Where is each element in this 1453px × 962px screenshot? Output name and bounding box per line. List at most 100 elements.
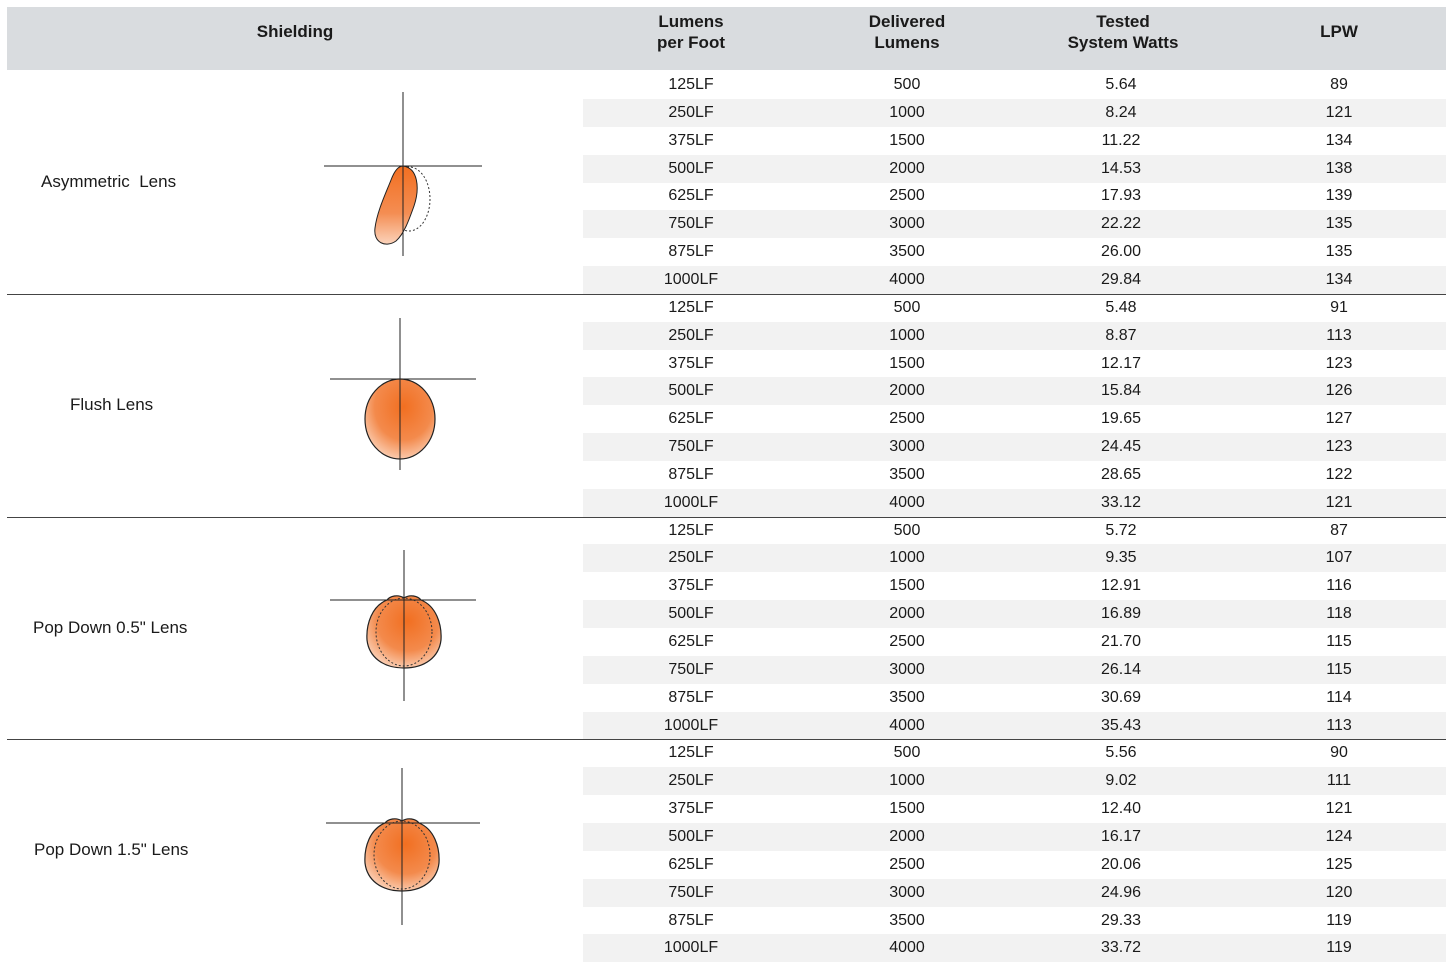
table-row-stripe — [583, 266, 1446, 294]
cell-delivered-lumens: 4000 — [889, 271, 925, 288]
cell-delivered-lumens: 500 — [893, 522, 921, 539]
cell-tested-system-watts: 11.22 — [1101, 132, 1141, 149]
cell-lpw: 119 — [1326, 939, 1352, 956]
cell-delivered-lumens: 1000 — [889, 772, 925, 789]
cell-tested-system-watts: 5.64 — [1105, 76, 1137, 93]
group-divider — [7, 517, 1446, 518]
cell-tested-system-watts: 9.02 — [1105, 772, 1137, 789]
cell-lumens-per-foot: 125LF — [668, 522, 714, 539]
shielding-label: Flush Lens — [70, 395, 154, 414]
cell-lpw: 121 — [1325, 104, 1353, 121]
cell-tested-system-watts: 26.14 — [1100, 661, 1142, 678]
cell-lumens-per-foot: 625LF — [668, 410, 714, 427]
cell-lumens-per-foot: 875LF — [668, 243, 714, 260]
table-row-stripe — [583, 656, 1446, 684]
cell-delivered-lumens: 2000 — [889, 605, 925, 622]
cell-delivered-lumens: 3500 — [889, 243, 925, 260]
group-divider — [7, 294, 1446, 295]
cell-delivered-lumens: 4000 — [889, 717, 925, 734]
cell-lumens-per-foot: 625LF — [668, 856, 714, 873]
cell-lumens-per-foot: 750LF — [668, 438, 714, 455]
cell-delivered-lumens: 3000 — [889, 884, 925, 901]
cell-lumens-per-foot: 500LF — [668, 382, 714, 399]
header-lpw: LPW — [1320, 22, 1358, 41]
cell-lpw: 120 — [1325, 884, 1353, 901]
cell-tested-system-watts: 24.96 — [1100, 884, 1142, 901]
cell-tested-system-watts: 9.35 — [1105, 549, 1137, 566]
cell-lumens-per-foot: 125LF — [668, 299, 714, 316]
cell-lumens-per-foot: 375LF — [668, 800, 714, 817]
table-row-stripe — [583, 210, 1446, 238]
cell-lumens-per-foot: 500LF — [668, 160, 714, 177]
cell-tested-system-watts: 24.45 — [1100, 438, 1142, 455]
table-row-stripe — [583, 99, 1446, 127]
header-delivered-lumens: Delivered Lumens — [868, 11, 946, 52]
table-header — [7, 7, 1446, 70]
cell-tested-system-watts: 20.06 — [1100, 856, 1142, 873]
cell-tested-system-watts: 16.89 — [1100, 605, 1142, 622]
cell-delivered-lumens: 1000 — [889, 104, 925, 121]
table-row-stripe — [583, 823, 1446, 851]
cell-delivered-lumens: 2500 — [889, 633, 925, 650]
cell-tested-system-watts: 5.48 — [1105, 299, 1137, 316]
cell-tested-system-watts: 16.17 — [1100, 828, 1142, 845]
cell-lumens-per-foot: 625LF — [668, 633, 714, 650]
group-divider — [7, 739, 1446, 740]
cell-tested-system-watts: 19.65 — [1100, 410, 1142, 427]
cell-tested-system-watts: 5.56 — [1105, 744, 1137, 761]
pop-down-distribution-icon — [326, 768, 480, 925]
cell-lumens-per-foot: 1000LF — [663, 939, 719, 956]
cell-lumens-per-foot: 1000LF — [663, 717, 719, 734]
asymmetric-distribution-icon — [324, 92, 482, 256]
cell-lumens-per-foot: 375LF — [668, 577, 714, 594]
cell-lpw: 138 — [1325, 160, 1353, 177]
cell-lpw: 134 — [1325, 132, 1353, 149]
cell-tested-system-watts: 28.65 — [1100, 466, 1142, 483]
table-row-stripe — [583, 433, 1446, 461]
cell-lumens-per-foot: 750LF — [668, 884, 714, 901]
cell-lpw: 90 — [1330, 744, 1348, 761]
cell-lumens-per-foot: 125LF — [668, 744, 714, 761]
cell-lpw: 126 — [1325, 382, 1353, 399]
cell-lumens-per-foot: 375LF — [668, 355, 714, 372]
cell-delivered-lumens: 3500 — [889, 912, 925, 929]
cell-lumens-per-foot: 875LF — [668, 689, 714, 706]
shielding-label: Pop Down 1.5" Lens — [34, 840, 189, 859]
cell-lpw: 135 — [1325, 243, 1353, 260]
cell-delivered-lumens: 3000 — [889, 438, 925, 455]
cell-tested-system-watts: 21.70 — [1100, 633, 1142, 650]
cell-tested-system-watts: 15.84 — [1100, 382, 1142, 399]
cell-tested-system-watts: 5.72 — [1105, 522, 1137, 539]
cell-lumens-per-foot: 250LF — [668, 772, 714, 789]
cell-lumens-per-foot: 500LF — [668, 605, 714, 622]
cell-delivered-lumens: 500 — [893, 299, 921, 316]
table-row-stripe — [583, 879, 1446, 907]
cell-lpw: 127 — [1325, 410, 1353, 427]
cell-lpw: 89 — [1330, 76, 1348, 93]
cell-lumens-per-foot: 625LF — [668, 187, 714, 204]
table-row-stripe — [583, 712, 1446, 740]
cell-lpw: 134 — [1325, 271, 1353, 288]
table-row-stripe — [583, 544, 1446, 572]
cell-delivered-lumens: 2000 — [889, 160, 925, 177]
cell-delivered-lumens: 3500 — [889, 466, 925, 483]
cell-delivered-lumens: 1000 — [889, 549, 925, 566]
cell-tested-system-watts: 26.00 — [1100, 243, 1142, 260]
pop-down-distribution-icon — [330, 550, 476, 701]
cell-lpw: 113 — [1326, 717, 1352, 734]
cell-tested-system-watts: 12.17 — [1100, 355, 1142, 372]
table-row-stripe — [583, 322, 1446, 350]
cell-tested-system-watts: 33.72 — [1100, 939, 1142, 956]
cell-lpw: 115 — [1326, 633, 1352, 650]
cell-tested-system-watts: 14.53 — [1100, 160, 1142, 177]
cell-tested-system-watts: 12.40 — [1100, 800, 1142, 817]
cell-lpw: 87 — [1330, 522, 1348, 539]
cell-lpw: 119 — [1326, 912, 1352, 929]
cell-tested-system-watts: 8.24 — [1105, 104, 1137, 121]
cell-delivered-lumens: 1500 — [889, 355, 925, 372]
cell-tested-system-watts: 17.93 — [1100, 187, 1142, 204]
cell-lpw: 139 — [1325, 187, 1353, 204]
flush-distribution-icon — [330, 318, 476, 470]
cell-delivered-lumens: 2000 — [889, 382, 925, 399]
table-row-stripe — [583, 767, 1446, 795]
